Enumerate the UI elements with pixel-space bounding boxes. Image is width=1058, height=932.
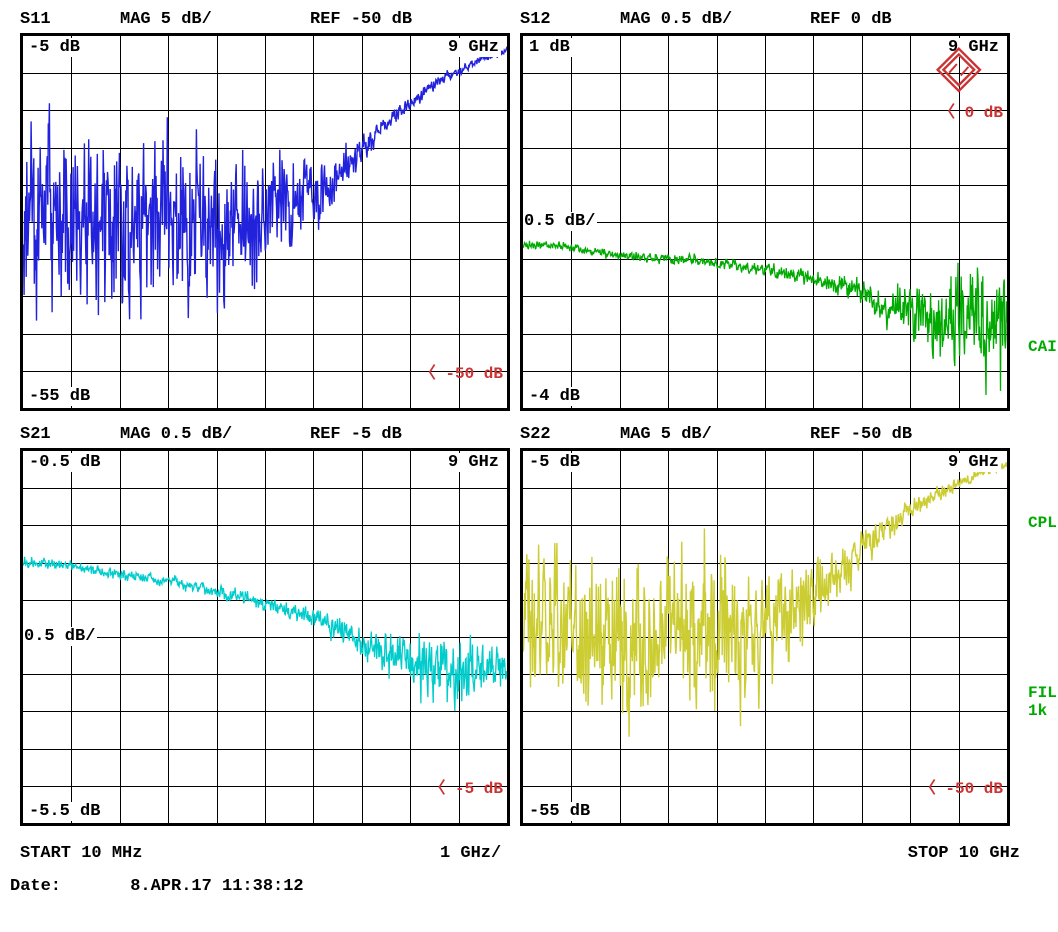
- freq-per-div: 1 GHz/: [440, 844, 640, 863]
- x-marker-label: 9 GHz: [446, 38, 501, 57]
- mag-label: MAG 0.5 dB/: [120, 425, 310, 444]
- date-label: Date:: [10, 877, 120, 896]
- plot-s12: 1 dB 9 GHz -4 dB 0.5 dB/ 〈 0 dB: [520, 33, 1010, 411]
- ref-label: REF -5 dB: [310, 425, 402, 444]
- param-label: S12: [520, 10, 620, 29]
- ref-label: REF 0 dB: [810, 10, 892, 29]
- x-marker-label: 9 GHz: [446, 453, 501, 472]
- y-bottom-label: -55 dB: [27, 387, 92, 406]
- param-label: S22: [520, 425, 620, 444]
- y-bottom-label: -55 dB: [527, 802, 592, 821]
- panel-s22: S22 MAG 5 dB/ REF -50 dB -5 dB 9 GHz -55 d…: [520, 425, 1010, 826]
- y-top-label: -0.5 dB: [27, 453, 102, 472]
- timestamp-line: Date: 8.APR.17 11:38:12: [10, 877, 1020, 896]
- start-freq: START 10 MHz: [20, 844, 440, 863]
- mag-label: MAG 5 dB/: [620, 425, 810, 444]
- ref-label: REF -50 dB: [310, 10, 412, 29]
- panel-header-s22: S22 MAG 5 dB/ REF -50 dB: [520, 425, 1010, 444]
- mag-label: MAG 0.5 dB/: [620, 10, 810, 29]
- ref-label: REF -50 dB: [810, 425, 912, 444]
- ref-level-marker: 〈 0 dB: [939, 98, 1003, 122]
- side-label-cpl: CPL: [1028, 514, 1057, 532]
- date-value: 8.APR.17 11:38:12: [130, 877, 303, 896]
- param-label: S11: [20, 10, 120, 29]
- ref-level-marker: 〈 -50 dB: [920, 774, 1003, 798]
- y-bottom-label: -4 dB: [527, 387, 582, 406]
- plot-s21: -0.5 dB 9 GHz -5.5 dB 0.5 dB/ 〈 -5 dB: [20, 448, 510, 826]
- stop-freq: STOP 10 GHz: [640, 844, 1020, 863]
- sweep-footer: START 10 MHz 1 GHz/ STOP 10 GHz: [20, 844, 1020, 863]
- y-top-label: -5 dB: [527, 453, 582, 472]
- vna-quad-display: S11 MAG 5 dB/ REF -50 dB -5 dB 9 GHz -55 d…: [20, 10, 1020, 896]
- panel-header-s21: S21 MAG 0.5 dB/ REF -5 dB: [20, 425, 510, 444]
- y-per-div-label: 0.5 dB/: [522, 212, 597, 231]
- param-label: S21: [20, 425, 120, 444]
- plot-s22: -5 dB 9 GHz -55 dB 〈 -50 dB: [520, 448, 1010, 826]
- y-top-label: 1 dB: [527, 38, 572, 57]
- y-per-div-label: 0.5 dB/: [22, 627, 97, 646]
- x-marker-label: 9 GHz: [946, 38, 1001, 57]
- panel-s12: S12 MAG 0.5 dB/ REF 0 dB 1 dB 9 GHz -4 dB 0…: [520, 10, 1010, 411]
- trace-s22: [523, 451, 1007, 823]
- side-label-fil: FIL 1k: [1028, 684, 1057, 720]
- plot-s11: -5 dB 9 GHz -55 dB 〈 -50 dB: [20, 33, 510, 411]
- panel-header-s12: S12 MAG 0.5 dB/ REF 0 dB: [520, 10, 1010, 29]
- panel-header-s11: S11 MAG 5 dB/ REF -50 dB: [20, 10, 510, 29]
- ref-level-marker: 〈 -5 dB: [429, 774, 503, 798]
- y-top-label: -5 dB: [27, 38, 82, 57]
- ref-level-marker: 〈 -50 dB: [420, 359, 503, 383]
- panel-s11: S11 MAG 5 dB/ REF -50 dB -5 dB 9 GHz -55 d…: [20, 10, 510, 411]
- y-bottom-label: -5.5 dB: [27, 802, 102, 821]
- mag-label: MAG 5 dB/: [120, 10, 310, 29]
- side-label-cai: CAI: [1028, 338, 1057, 356]
- trace-s11: [23, 36, 507, 408]
- x-marker-label: 9 GHz: [946, 453, 1001, 472]
- panel-s21: S21 MAG 0.5 dB/ REF -5 dB -0.5 dB 9 GHz -5…: [20, 425, 510, 826]
